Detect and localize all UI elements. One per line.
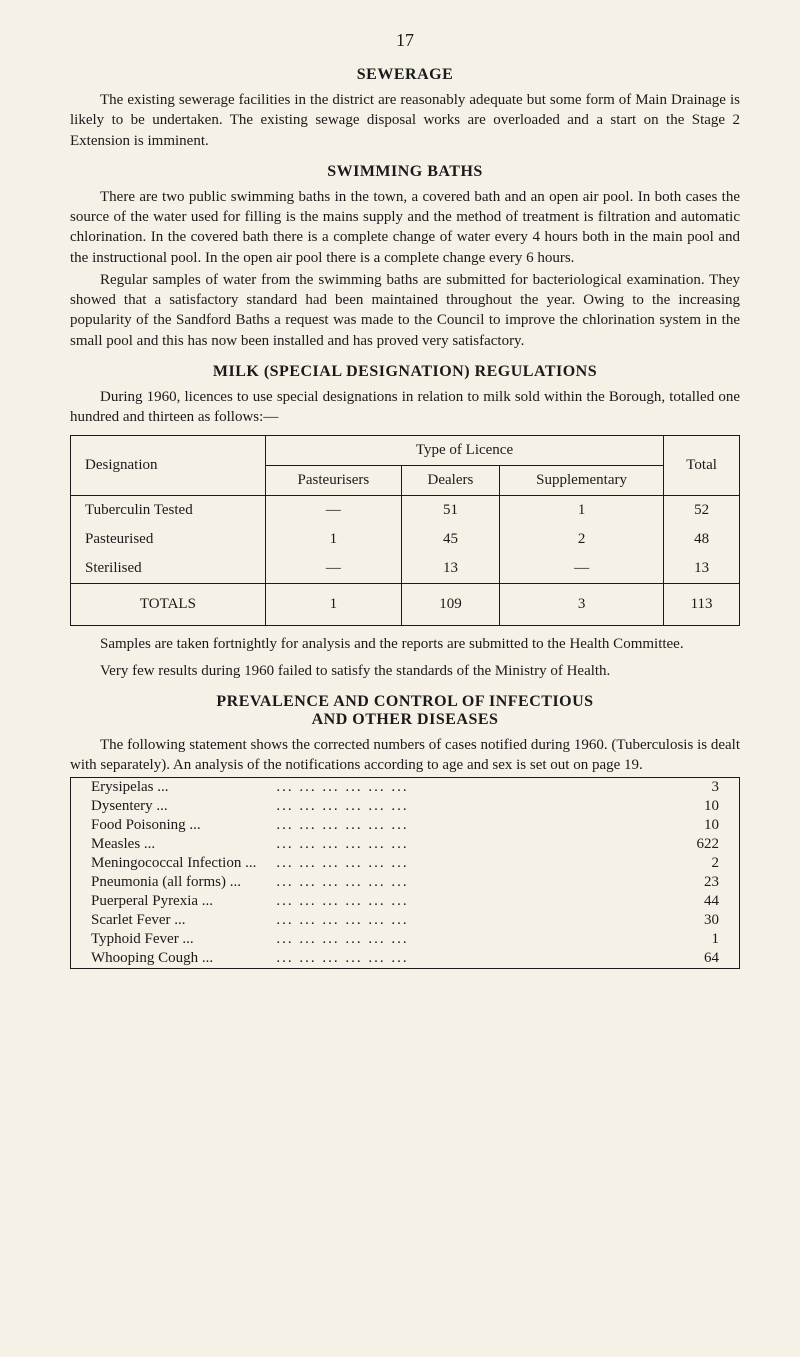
milk-note2: Very few results during 1960 failed to s… xyxy=(70,661,740,681)
totals-cell: 3 xyxy=(499,584,663,626)
cell: 13 xyxy=(664,554,740,584)
totals-cell: 1 xyxy=(265,584,401,626)
col-pasteurisers: Pasteurisers xyxy=(265,466,401,496)
page-container: 17 SEWERAGE The existing sewerage facili… xyxy=(0,0,800,1009)
swimming-para2: Regular samples of water from the swimmi… xyxy=(70,270,740,351)
dots-spacer: ... ... ... ... ... ... xyxy=(256,835,696,854)
disease-row: Erysipelas ...... ... ... ... ... ...3 xyxy=(71,778,740,798)
diseases-title1: PREVALENCE AND CONTROL OF INFECTIOUS xyxy=(70,693,740,711)
disease-row: Scarlet Fever ...... ... ... ... ... ...… xyxy=(71,911,740,930)
disease-row: Puerperal Pyrexia ...... ... ... ... ...… xyxy=(71,892,740,911)
cell: 48 xyxy=(664,525,740,554)
totals-label: TOTALS xyxy=(71,584,266,626)
disease-row: Typhoid Fever ...... ... ... ... ... ...… xyxy=(71,930,740,949)
cell: 2 xyxy=(499,525,663,554)
disease-name: Food Poisoning ... xyxy=(71,816,257,835)
disease-name: Whooping Cough ... xyxy=(71,949,257,969)
cell: — xyxy=(265,554,401,584)
swimming-para1: There are two public swimming baths in t… xyxy=(70,187,740,268)
disease-name: Erysipelas ... xyxy=(71,778,257,798)
disease-value: 1 xyxy=(697,930,740,949)
disease-name: Puerperal Pyrexia ... xyxy=(71,892,257,911)
milk-table: Designation Type of Licence Total Pasteu… xyxy=(70,435,740,626)
disease-name: Measles ... xyxy=(71,835,257,854)
swimming-title: SWIMMING BATHS xyxy=(70,163,740,181)
dots-spacer: ... ... ... ... ... ... xyxy=(256,778,696,798)
table-row: Tuberculin Tested — 51 1 52 xyxy=(71,496,740,526)
cell-designation: Pasteurised xyxy=(71,525,266,554)
disease-row: Whooping Cough ...... ... ... ... ... ..… xyxy=(71,949,740,969)
milk-para: During 1960, licences to use special des… xyxy=(70,387,740,428)
disease-value: 3 xyxy=(697,778,740,798)
cell: 13 xyxy=(401,554,499,584)
milk-title: MILK (SPECIAL DESIGNATION) REGULATIONS xyxy=(70,363,740,381)
cell: 1 xyxy=(265,525,401,554)
disease-value: 23 xyxy=(697,873,740,892)
disease-name: Typhoid Fever ... xyxy=(71,930,257,949)
col-supplementary: Supplementary xyxy=(499,466,663,496)
cell: 45 xyxy=(401,525,499,554)
disease-name: Meningococcal Infection ... xyxy=(71,854,257,873)
table-totals-row: TOTALS 1 109 3 113 xyxy=(71,584,740,626)
disease-row: Pneumonia (all forms) ...... ... ... ...… xyxy=(71,873,740,892)
disease-row: Meningococcal Infection ...... ... ... .… xyxy=(71,854,740,873)
cell: 52 xyxy=(664,496,740,526)
dots-spacer: ... ... ... ... ... ... xyxy=(256,930,696,949)
dots-spacer: ... ... ... ... ... ... xyxy=(256,854,696,873)
dots-spacer: ... ... ... ... ... ... xyxy=(256,797,696,816)
disease-row: Food Poisoning ...... ... ... ... ... ..… xyxy=(71,816,740,835)
disease-value: 44 xyxy=(697,892,740,911)
dots-spacer: ... ... ... ... ... ... xyxy=(256,911,696,930)
diseases-title2: AND OTHER DISEASES xyxy=(70,711,740,729)
sewerage-para: The existing sewerage facilities in the … xyxy=(70,90,740,151)
disease-value: 622 xyxy=(697,835,740,854)
disease-table: Erysipelas ...... ... ... ... ... ...3Dy… xyxy=(70,777,740,969)
col-designation: Designation xyxy=(71,436,266,496)
disease-name: Pneumonia (all forms) ... xyxy=(71,873,257,892)
dots-spacer: ... ... ... ... ... ... xyxy=(256,873,696,892)
disease-value: 2 xyxy=(697,854,740,873)
col-type: Type of Licence xyxy=(265,436,663,466)
sewerage-title: SEWERAGE xyxy=(70,66,740,84)
disease-row: Dysentery ...... ... ... ... ... ...10 xyxy=(71,797,740,816)
disease-value: 64 xyxy=(697,949,740,969)
table-row: Sterilised — 13 — 13 xyxy=(71,554,740,584)
diseases-para: The following statement shows the correc… xyxy=(70,735,740,776)
dots-spacer: ... ... ... ... ... ... xyxy=(256,949,696,969)
disease-value: 30 xyxy=(697,911,740,930)
disease-value: 10 xyxy=(697,816,740,835)
dots-spacer: ... ... ... ... ... ... xyxy=(256,816,696,835)
cell: — xyxy=(499,554,663,584)
cell: 1 xyxy=(499,496,663,526)
dots-spacer: ... ... ... ... ... ... xyxy=(256,892,696,911)
disease-row: Measles ...... ... ... ... ... ...622 xyxy=(71,835,740,854)
table-row: Pasteurised 1 45 2 48 xyxy=(71,525,740,554)
table-header-row: Designation Type of Licence Total xyxy=(71,436,740,466)
disease-name: Dysentery ... xyxy=(71,797,257,816)
col-dealers: Dealers xyxy=(401,466,499,496)
cell-designation: Sterilised xyxy=(71,554,266,584)
page-number: 17 xyxy=(70,30,740,51)
totals-cell: 113 xyxy=(664,584,740,626)
disease-name: Scarlet Fever ... xyxy=(71,911,257,930)
milk-note1: Samples are taken fortnightly for analys… xyxy=(70,634,740,654)
cell: 51 xyxy=(401,496,499,526)
cell: — xyxy=(265,496,401,526)
col-total: Total xyxy=(664,436,740,496)
totals-cell: 109 xyxy=(401,584,499,626)
disease-value: 10 xyxy=(697,797,740,816)
cell-designation: Tuberculin Tested xyxy=(71,496,266,526)
